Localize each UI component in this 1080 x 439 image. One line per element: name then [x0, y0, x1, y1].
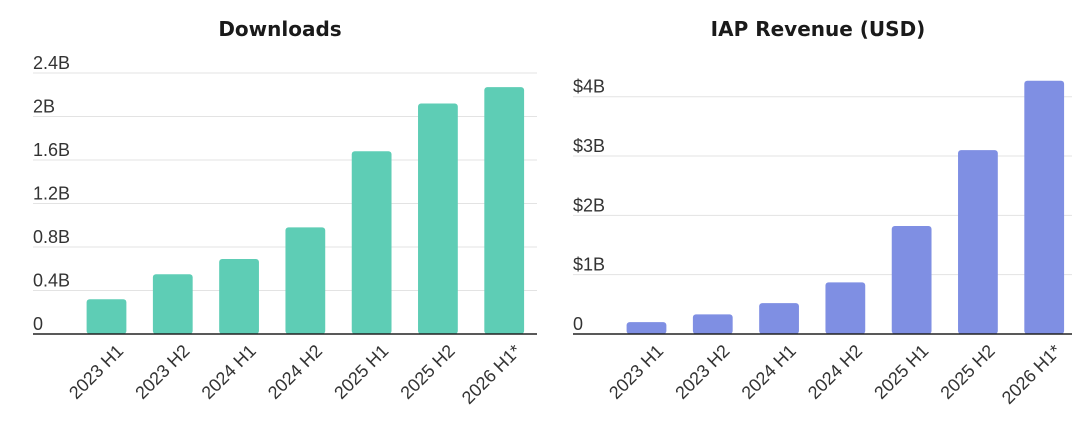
- x-tick-label: 2026 H1*: [458, 341, 525, 408]
- x-tick-label: 2025 H1: [870, 341, 932, 403]
- x-tick-label: 2025 H1: [330, 341, 392, 403]
- y-tick-label: 0.8B: [33, 227, 70, 247]
- y-tick-label: $4B: [573, 77, 605, 97]
- x-tick-label: 2024 H2: [804, 341, 866, 403]
- y-tick-label: 2B: [33, 97, 55, 117]
- y-tick-label: $1B: [573, 255, 605, 275]
- y-tick-label: $2B: [573, 195, 605, 215]
- x-tick-label: 2023 H2: [671, 341, 733, 403]
- x-tick-label: 2024 H1: [198, 341, 260, 403]
- bar: [825, 282, 866, 334]
- x-tick-label: 2023 H2: [131, 341, 193, 403]
- y-tick-label: 0: [33, 314, 43, 334]
- bar: [418, 103, 458, 334]
- x-tick-label: 2024 H2: [264, 341, 326, 403]
- downloads-chart: Downloads 0 0.4B 0.8B 1.2B 1.6B 2B 2.4B 2023 H1…: [33, 17, 537, 408]
- bar: [86, 299, 127, 334]
- bar: [152, 274, 193, 334]
- bar: [285, 227, 326, 334]
- x-tick-label: 2025 H2: [936, 341, 998, 403]
- x-tick-label: 2025 H2: [396, 341, 458, 403]
- x-tick-label: 2026 H1*: [998, 341, 1065, 408]
- y-tick-label: 2.4B: [33, 53, 70, 73]
- x-tick-label: 2024 H1: [738, 341, 800, 403]
- bar: [1024, 80, 1065, 334]
- chart-title: Downloads: [218, 17, 341, 41]
- bar: [891, 226, 932, 334]
- x-tick-label: 2023 H1: [65, 341, 127, 403]
- bar: [958, 150, 998, 334]
- bar: [692, 314, 733, 334]
- bar: [351, 151, 392, 334]
- y-tick-label: 1.2B: [33, 184, 70, 204]
- bar: [219, 258, 259, 334]
- bar: [484, 87, 525, 334]
- y-tick-label: 1.6B: [33, 140, 70, 160]
- x-tick-label: 2023 H1: [605, 341, 667, 403]
- bar: [759, 303, 799, 334]
- y-tick-label: $3B: [573, 136, 605, 156]
- y-tick-label: 0.4B: [33, 271, 70, 291]
- y-tick-label: 0: [573, 314, 583, 334]
- chart-title: IAP Revenue (USD): [711, 17, 926, 41]
- bar: [626, 322, 667, 334]
